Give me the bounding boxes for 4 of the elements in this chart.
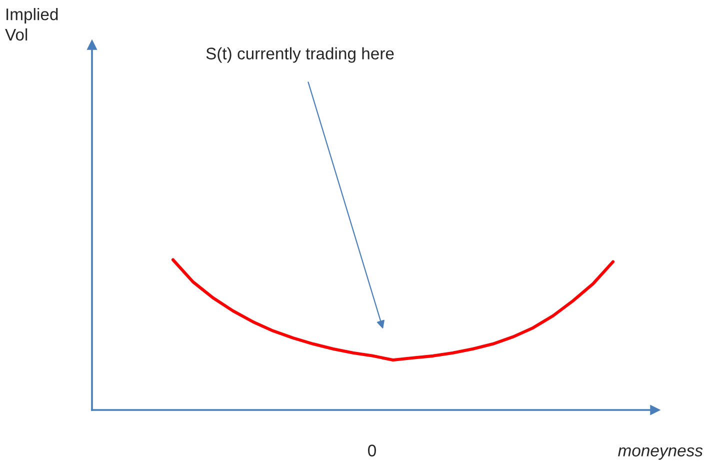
- text: Implied Vol: [5, 8, 58, 41]
- x-axis-title: moneyness: [618, 447, 703, 460]
- text: S(t) currently trading here: [206, 47, 394, 63]
- text: 0: [368, 444, 376, 456]
